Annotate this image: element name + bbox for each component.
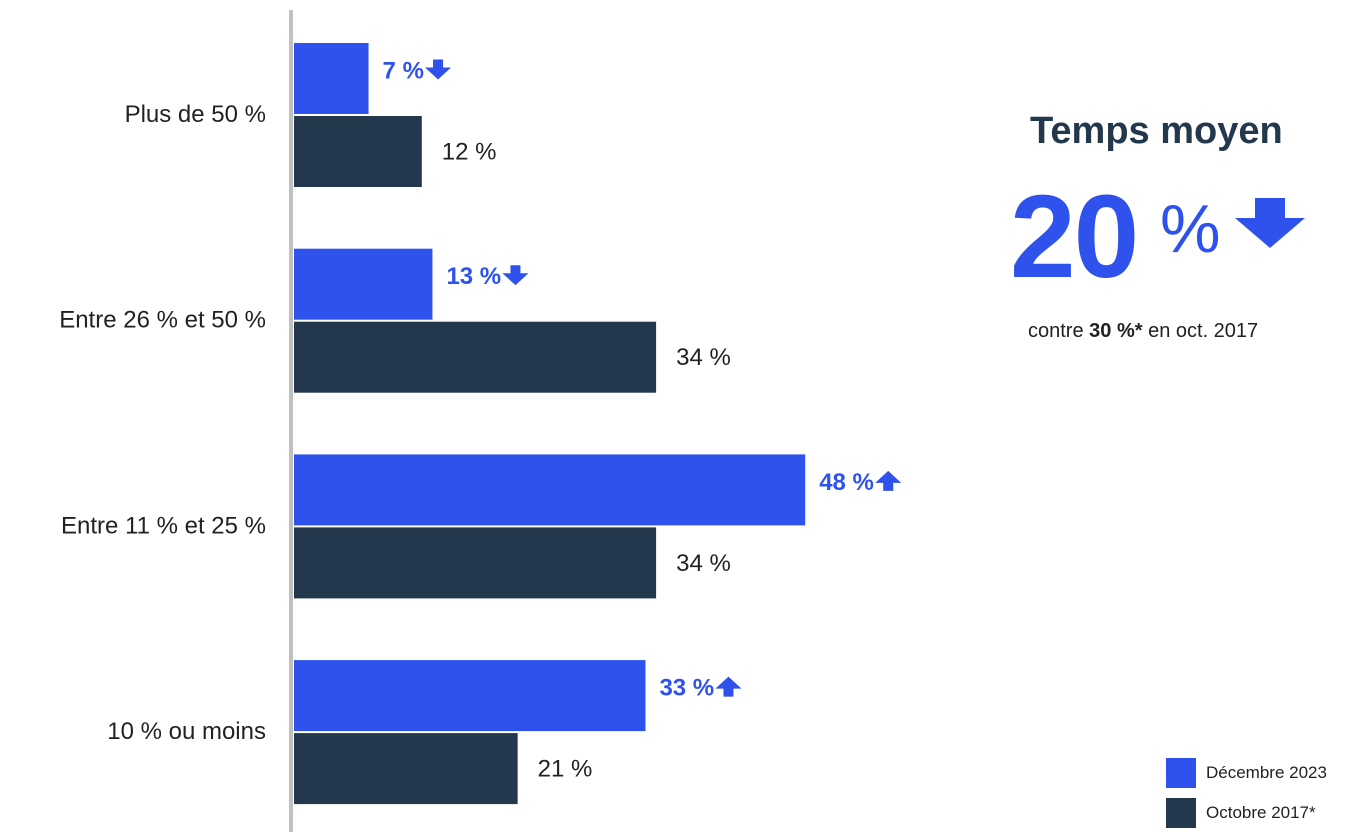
bar-group: 10 % ou moins 33 % 21 % xyxy=(107,660,742,805)
comparison-prefix: contre xyxy=(1028,320,1090,342)
bar-octobre-2017 xyxy=(294,116,422,187)
arrow-down-icon xyxy=(425,59,452,80)
bar-decembre-2023 xyxy=(294,43,369,114)
category-label: 10 % ou moins xyxy=(107,718,266,745)
bar-decembre-2023 xyxy=(294,248,433,320)
legend-swatch xyxy=(1166,798,1196,828)
summary-comparison: contre 30 %* en oct. 2017 xyxy=(1028,315,1268,347)
summary-unit: % xyxy=(1160,191,1221,267)
value-label: 7 % xyxy=(383,58,424,85)
legend-swatch xyxy=(1166,758,1196,788)
bar-group: Plus de 50 % 7 % 12 % xyxy=(125,43,497,187)
comparison-suffix: en oct. 2017 xyxy=(1142,320,1259,342)
bar-group: Entre 11 % et 25 % 48 % 34 % xyxy=(61,454,902,599)
value-label: 13 % xyxy=(446,263,501,290)
value-label: 21 % xyxy=(538,756,593,783)
summary-value: 20 xyxy=(1010,171,1139,303)
arrow-up-icon xyxy=(715,676,742,697)
comparison-value: 30 %* xyxy=(1089,320,1143,342)
category-label: Plus de 50 % xyxy=(125,101,266,128)
value-label: 34 % xyxy=(676,344,731,371)
legend-label: Décembre 2023 xyxy=(1206,763,1327,782)
bar-decembre-2023 xyxy=(294,454,806,526)
bar-group: Entre 26 % et 50 % 13 % 34 % xyxy=(59,248,731,393)
arrow-down-icon xyxy=(502,265,529,286)
bar-octobre-2017 xyxy=(294,321,657,393)
bar-octobre-2017 xyxy=(294,527,657,599)
bar-octobre-2017 xyxy=(294,733,518,805)
y-axis-line xyxy=(289,10,293,832)
arrow-up-icon xyxy=(875,470,902,491)
bar-decembre-2023 xyxy=(294,660,646,732)
value-label: 12 % xyxy=(442,139,497,166)
bar-chart: Plus de 50 % 7 % 12 % Entre 26 % et 50 % 13 … xyxy=(59,10,902,832)
summary-title: Temps moyen xyxy=(1030,110,1283,152)
category-label: Entre 11 % et 25 % xyxy=(61,512,266,539)
legend-label: Octobre 2017* xyxy=(1206,803,1316,822)
value-label: 48 % xyxy=(819,469,874,496)
value-label: 34 % xyxy=(676,550,731,577)
arrow-down-icon xyxy=(1235,198,1305,248)
category-label: Entre 26 % et 50 % xyxy=(59,307,266,334)
value-label: 33 % xyxy=(659,675,714,702)
